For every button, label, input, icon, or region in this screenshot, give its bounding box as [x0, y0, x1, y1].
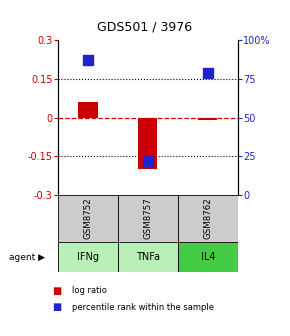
Bar — [58, 195, 118, 242]
Point — [86, 58, 90, 63]
Text: GSM8762: GSM8762 — [203, 198, 212, 239]
Text: GSM8752: GSM8752 — [84, 198, 93, 239]
Bar — [118, 195, 178, 242]
Bar — [118, 242, 178, 272]
Text: GDS501 / 3976: GDS501 / 3976 — [97, 20, 193, 34]
Bar — [198, 118, 218, 120]
Point — [206, 70, 210, 76]
Text: agent ▶: agent ▶ — [9, 253, 45, 261]
Bar — [178, 195, 238, 242]
Text: log ratio: log ratio — [72, 286, 107, 295]
Text: percentile rank within the sample: percentile rank within the sample — [72, 303, 215, 312]
Bar — [138, 118, 157, 169]
Bar — [178, 242, 238, 272]
Point — [146, 158, 150, 164]
Bar — [78, 102, 97, 118]
Text: IFNg: IFNg — [77, 252, 99, 262]
Text: TNFa: TNFa — [136, 252, 160, 262]
Text: GSM8757: GSM8757 — [143, 198, 153, 239]
Text: ■: ■ — [52, 286, 61, 296]
Text: ■: ■ — [52, 302, 61, 312]
Text: IL4: IL4 — [201, 252, 215, 262]
Bar — [58, 242, 118, 272]
